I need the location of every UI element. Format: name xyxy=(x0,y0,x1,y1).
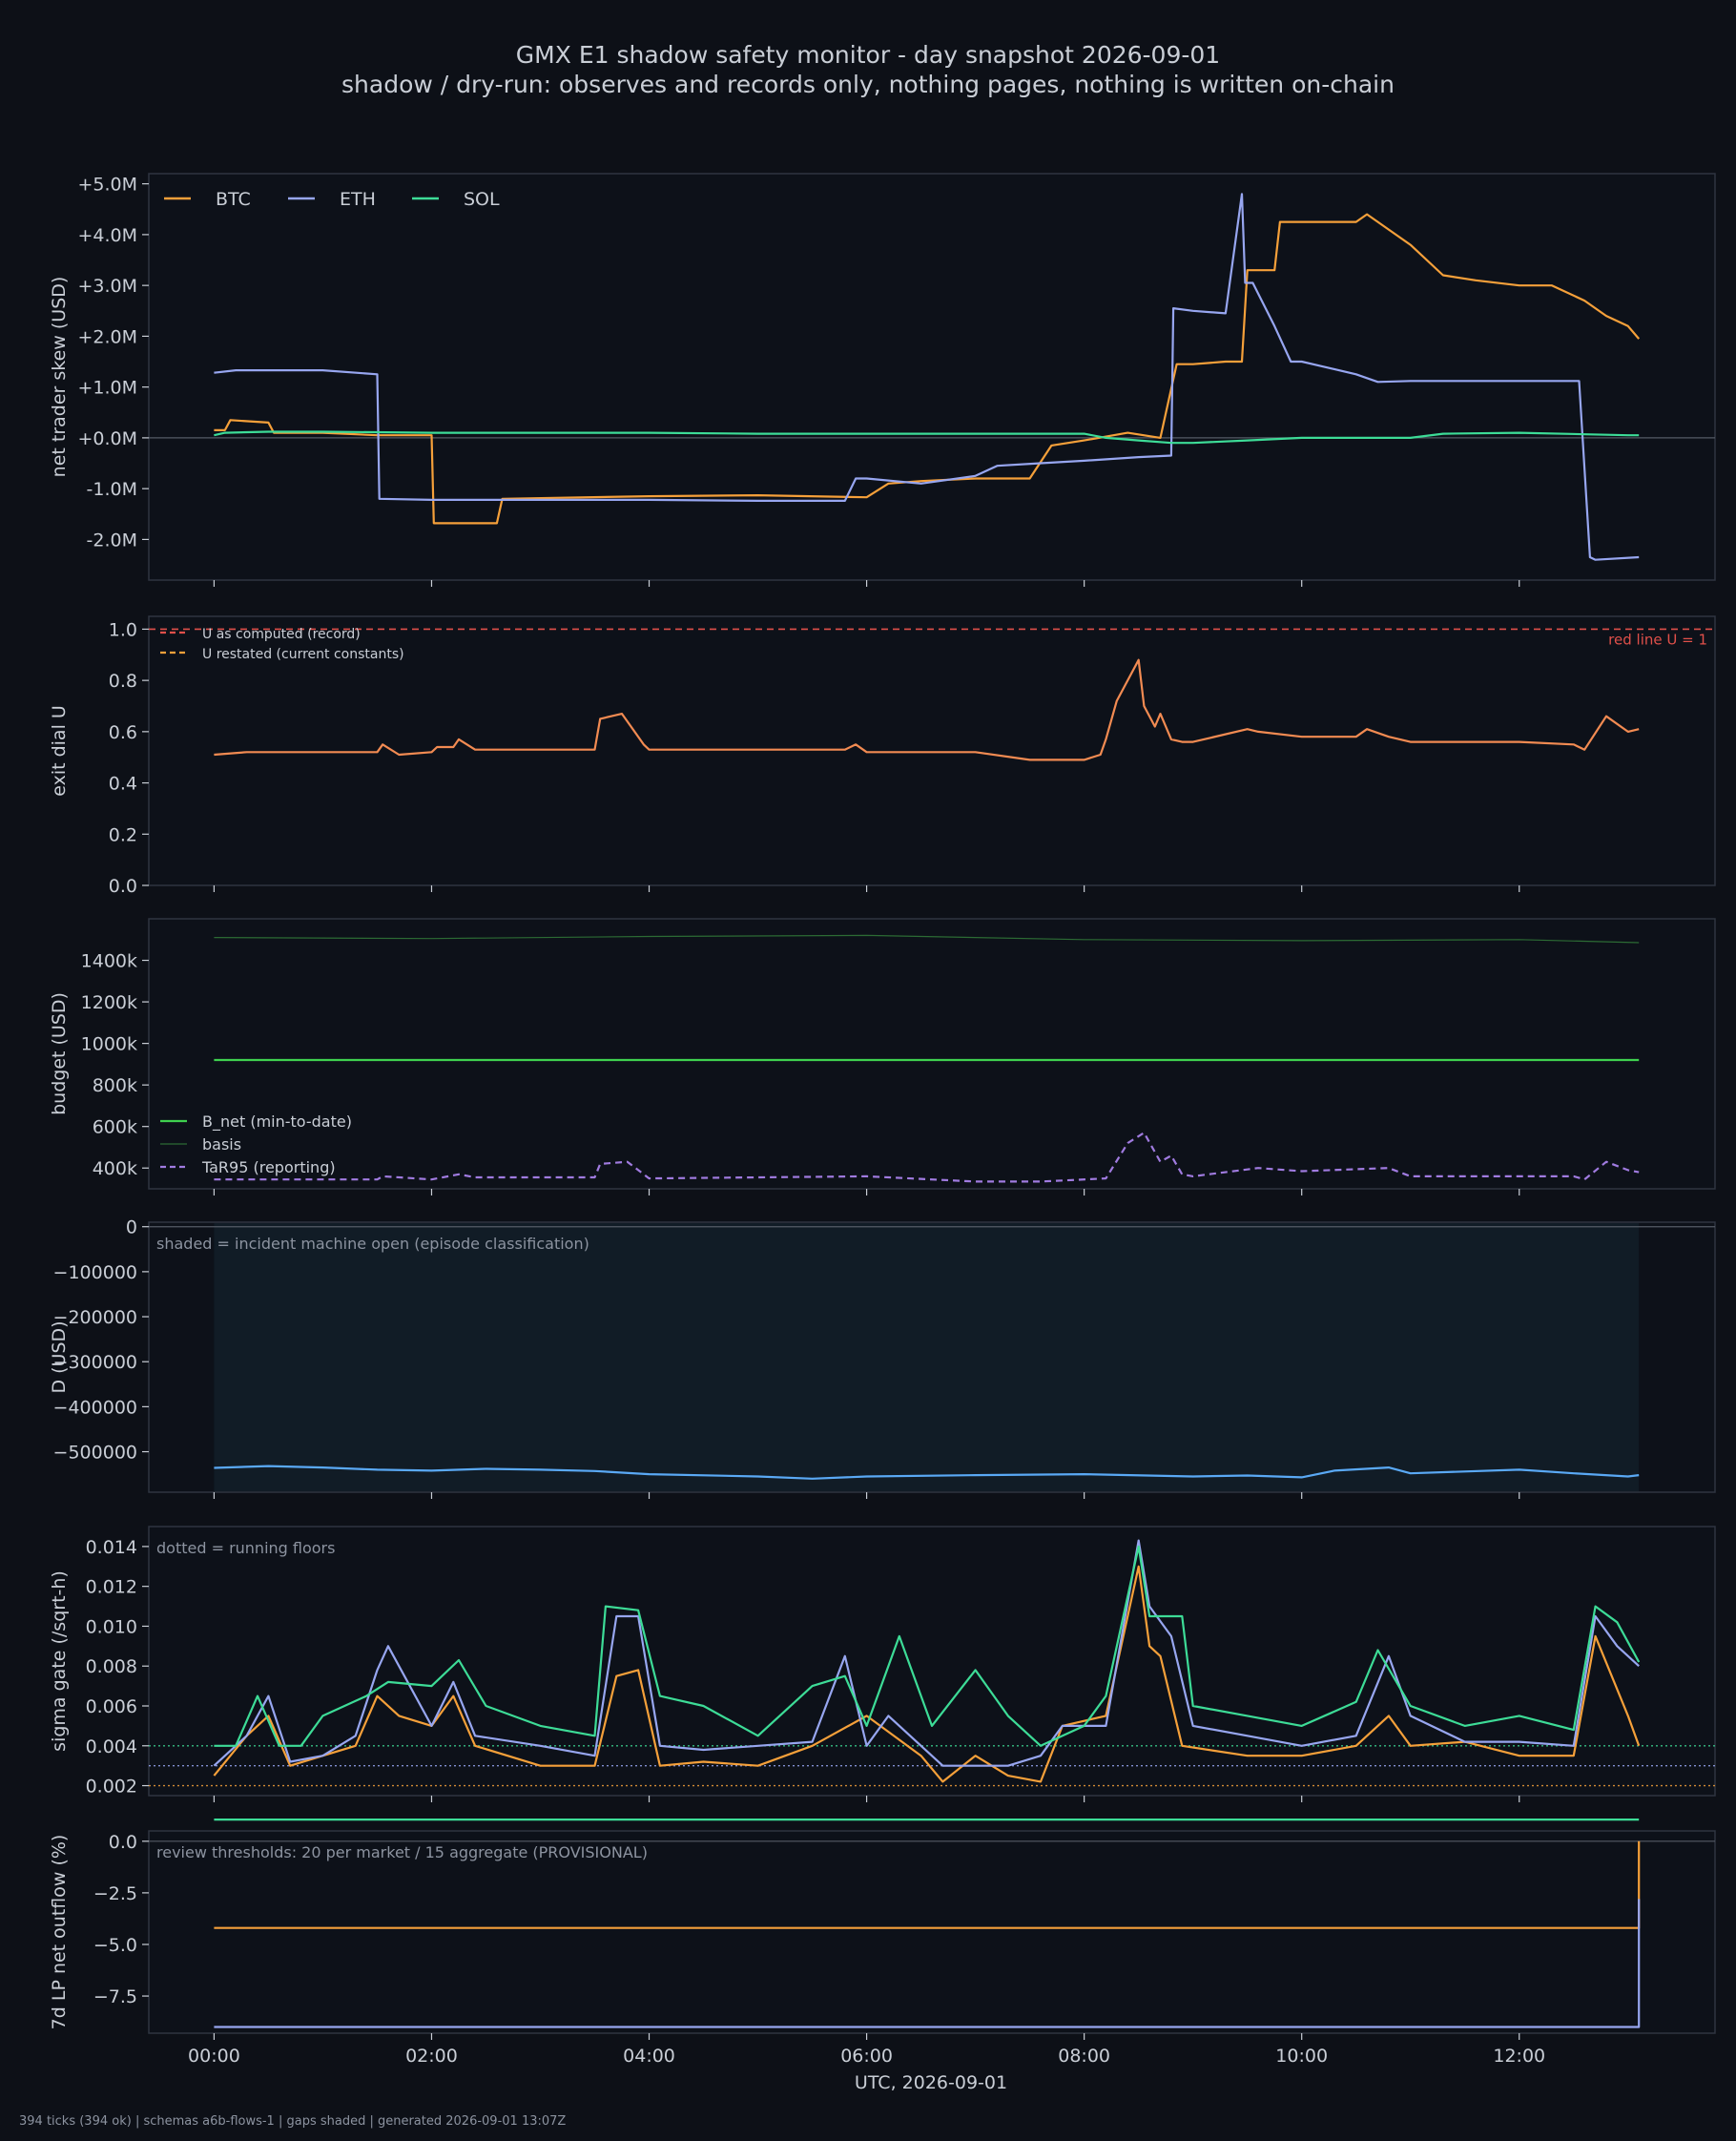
chart-subtitle: shadow / dry-run: observes and records o… xyxy=(341,71,1395,98)
budget-series-tar95-reporting- xyxy=(214,1132,1640,1183)
exit-dial-legend-label: U restated (current constants) xyxy=(202,647,404,662)
budget-legend-label: basis xyxy=(202,1135,241,1154)
x-tick-label: 04:00 xyxy=(623,2046,675,2067)
sigma-ytick-label: 0.008 xyxy=(86,1656,137,1677)
exit-dial-ytick-label: 0.6 xyxy=(109,722,137,743)
sigma-ytick-label: 0.006 xyxy=(86,1696,137,1717)
skew-series-sol xyxy=(214,430,1640,445)
drawdown-ytick-label: −500000 xyxy=(53,1443,137,1464)
exit-dial-ytick-label: 0.4 xyxy=(109,774,137,795)
exit-dial-ytick-label: 1.0 xyxy=(109,619,137,640)
sigma-series-btc xyxy=(213,1565,1641,1783)
skew-series-btc xyxy=(214,213,1641,525)
lp-outflow-series-eth xyxy=(214,1899,1641,2028)
chart-title: GMX E1 shadow safety monitor - day snaps… xyxy=(515,41,1221,69)
lp-outflow-plot-frame xyxy=(148,1830,1716,2034)
budget-ytick-label: 400k xyxy=(93,1158,137,1179)
skew-plot-frame xyxy=(148,173,1716,581)
x-axis-label: UTC, 2026-09-01 xyxy=(855,2072,1007,2093)
budget-ytick-label: 1400k xyxy=(81,951,137,972)
exit-dial-legend-label: U as computed (record) xyxy=(202,627,361,642)
skew-ytick-label: +4.0M xyxy=(77,225,137,246)
drawdown-ylabel: D (USD) xyxy=(49,1320,70,1393)
x-tick-label: 10:00 xyxy=(1275,2046,1328,2067)
skew-series-eth xyxy=(214,193,1640,561)
sigma-series-sol xyxy=(214,1545,1641,1747)
skew-ylabel: net trader skew (USD) xyxy=(49,277,70,478)
budget-legend-label: B_net (min-to-date) xyxy=(202,1112,352,1132)
skew-ytick-label: -1.0M xyxy=(87,479,137,500)
sigma-ytick-label: 0.010 xyxy=(86,1616,137,1637)
budget-series-basis xyxy=(214,934,1640,944)
exit-dial-ytick-label: 0.8 xyxy=(109,671,137,692)
x-tick-label: 00:00 xyxy=(188,2046,240,2067)
budget-legend-label: TaR95 (reporting) xyxy=(201,1158,336,1176)
skew-ytick-label: +0.0M xyxy=(77,428,137,449)
sigma-ytick-label: 0.004 xyxy=(86,1736,137,1757)
skew-ytick-label: -2.0M xyxy=(87,530,137,551)
lp-outflow-ylabel: 7d LP net outflow (%) xyxy=(49,1835,70,2030)
skew-ytick-label: +1.0M xyxy=(77,378,137,399)
sigma-ytick-label: 0.014 xyxy=(86,1537,137,1558)
lp-outflow-ytick-label: −7.5 xyxy=(93,1986,137,2007)
budget-ytick-label: 1000k xyxy=(81,1034,137,1055)
exit-dial-series-u xyxy=(214,658,1640,761)
drawdown-annotation: shaded = incident machine open (episode … xyxy=(156,1235,589,1253)
x-tick-label: 02:00 xyxy=(405,2046,458,2067)
sigma-ytick-label: 0.012 xyxy=(86,1577,137,1598)
drawdown-ytick-label: −400000 xyxy=(53,1397,137,1418)
sigma-series-eth xyxy=(213,1539,1640,1767)
lp-outflow-ytick-label: 0.0 xyxy=(109,1832,137,1853)
footer-status: 394 ticks (394 ok) | schemas a6b-flows-1… xyxy=(19,2114,567,2129)
budget-ylabel: budget (USD) xyxy=(49,992,70,1115)
drawdown-shaded-region xyxy=(214,1223,1640,1491)
sigma-ylabel: sigma gate (/sqrt-h) xyxy=(49,1570,70,1752)
lp-outflow-annotation: review thresholds: 20 per market / 15 ag… xyxy=(156,1843,648,1861)
x-tick-label: 06:00 xyxy=(840,2046,893,2067)
sigma-ytick-label: 0.002 xyxy=(86,1777,137,1798)
budget-plot-frame xyxy=(148,918,1716,1190)
skew-legend-label: SOL xyxy=(464,189,500,210)
exit-dial-ytick-label: 0.0 xyxy=(109,876,137,897)
exit-dial-ylabel: exit dial U xyxy=(49,705,70,797)
budget-ytick-label: 600k xyxy=(93,1117,137,1138)
skew-legend-label: ETH xyxy=(340,189,376,210)
budget-ytick-label: 1200k xyxy=(81,992,137,1013)
exit-dial-plot-frame xyxy=(148,615,1716,886)
lp-outflow-ytick-label: −2.5 xyxy=(93,1883,137,1904)
drawdown-ytick-label: −300000 xyxy=(53,1352,137,1373)
skew-legend-label: BTC xyxy=(216,189,251,210)
budget-ytick-label: 800k xyxy=(93,1075,137,1096)
skew-ytick-label: +2.0M xyxy=(77,326,137,347)
drawdown-series-d xyxy=(214,1465,1640,1480)
exit-dial-ytick-label: 0.2 xyxy=(109,824,137,845)
drawdown-ytick-label: 0 xyxy=(126,1217,137,1238)
lp-outflow-ytick-label: −5.0 xyxy=(93,1935,137,1956)
exit-dial-redline-label: red line U = 1 xyxy=(1608,631,1707,648)
skew-ytick-label: +3.0M xyxy=(77,276,137,297)
x-tick-label: 08:00 xyxy=(1058,2046,1110,2067)
skew-ytick-label: +5.0M xyxy=(77,175,137,196)
drawdown-ytick-label: −200000 xyxy=(53,1307,137,1328)
sigma-plot-frame xyxy=(148,1526,1716,1797)
sigma-annotation: dotted = running floors xyxy=(156,1539,335,1557)
x-tick-label: 12:00 xyxy=(1493,2046,1545,2067)
drawdown-ytick-label: −100000 xyxy=(53,1262,137,1283)
